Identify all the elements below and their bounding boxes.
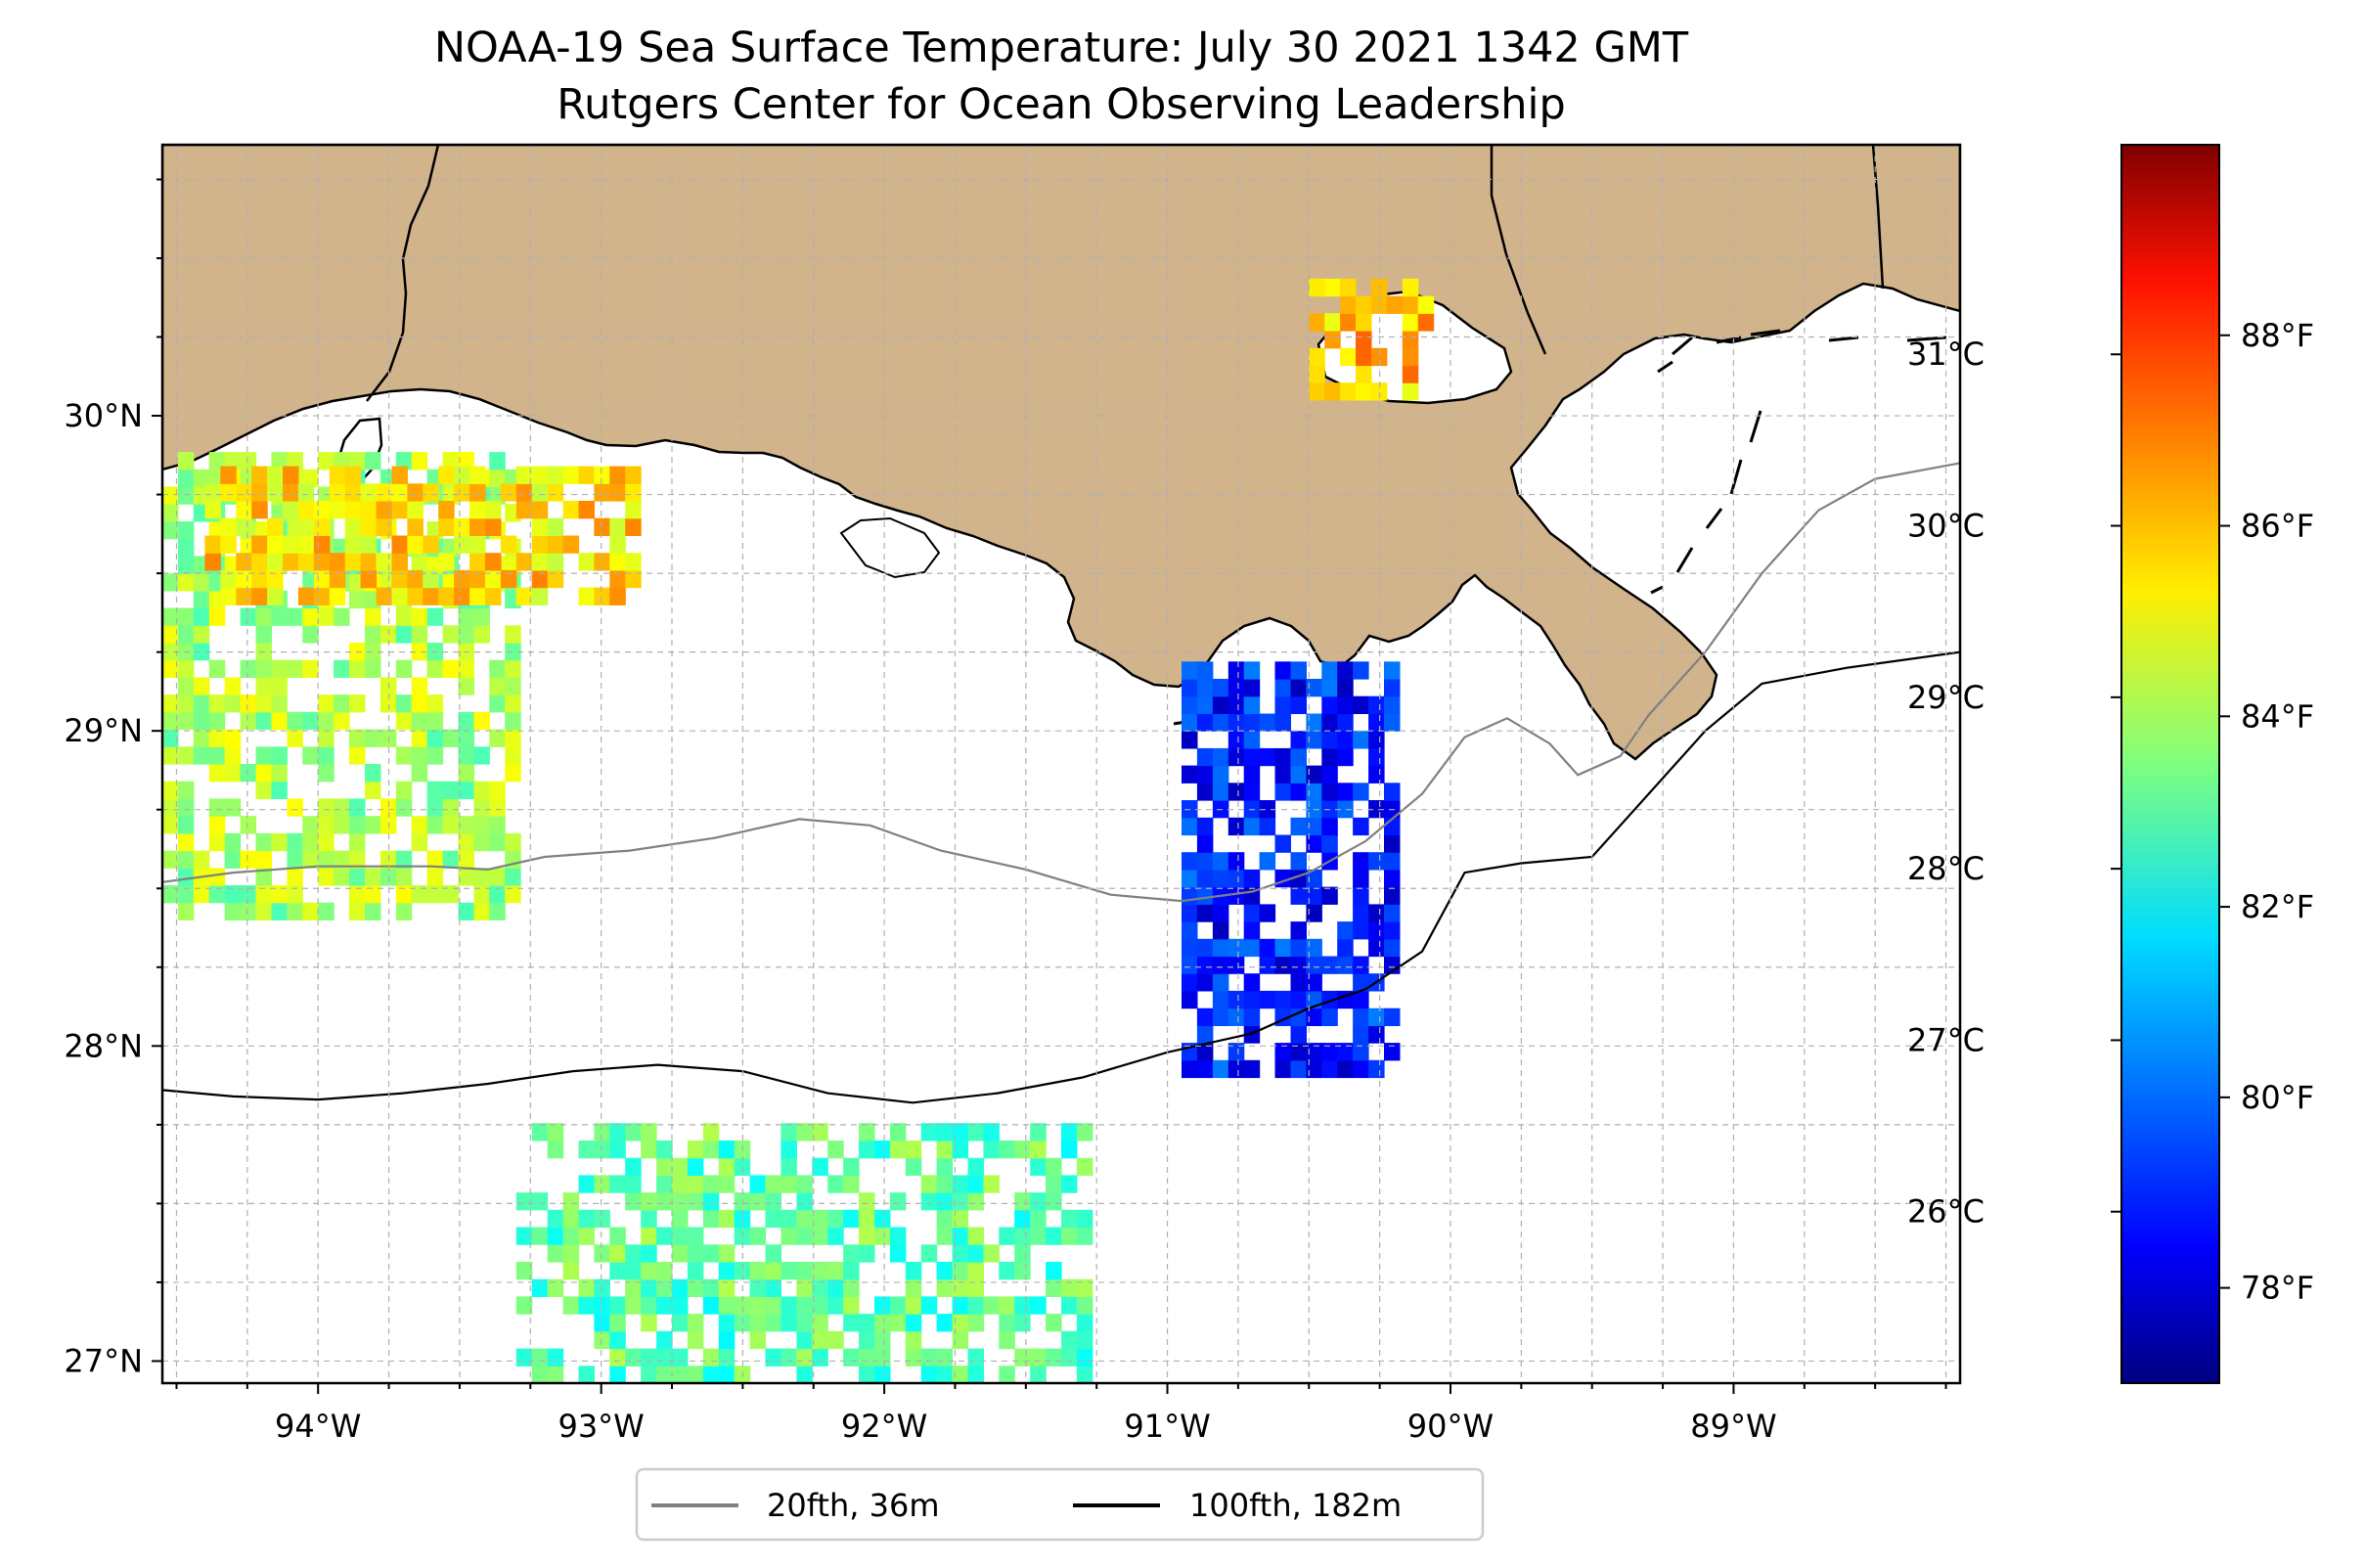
colorbar-c-label: 27°C	[1907, 1021, 1985, 1058]
map-axes: 94°W 93°W 92°W 91°W 90°W 89°W 27°N 28°N 29°N 30°N	[64, 178, 1947, 1445]
colorbar-c-label: 26°C	[1907, 1193, 1985, 1231]
colorbar-f-label: 78°F	[2241, 1270, 2314, 1307]
y-tick-label: 28°N	[64, 1027, 143, 1064]
y-tick-label: 30°N	[64, 397, 143, 434]
sst-patch-2	[515, 1123, 1093, 1383]
colorbar-c-label: 29°C	[1907, 679, 1985, 716]
legend-box	[635, 1467, 1485, 1542]
legend: 20fth, 36m 100fth, 182m	[635, 1467, 1485, 1542]
legend-label-20fth: 20fth, 36m	[767, 1487, 939, 1524]
y-tick-label: 27°N	[64, 1342, 143, 1379]
map-frame	[160, 143, 1962, 1385]
delta-islands	[1173, 329, 1947, 726]
river-line	[1490, 145, 1547, 355]
colorbar-c-label: 31°C	[1907, 336, 1985, 373]
colorbar-f-label: 86°F	[2241, 508, 2314, 545]
colorbar-c-label: 28°C	[1907, 850, 1985, 887]
colorbar-gradient	[2120, 144, 2220, 1384]
map-title: NOAA-19 Sea Surface Temperature: July 30…	[434, 23, 1689, 72]
map-area	[160, 143, 1962, 1385]
state-border	[366, 145, 440, 402]
colorbar-f-label: 82°F	[2241, 888, 2314, 925]
x-tick-label: 90°W	[1407, 1408, 1494, 1445]
x-tick-label: 94°W	[275, 1408, 361, 1445]
x-tick-label: 92°W	[841, 1408, 927, 1445]
y-tick-label: 29°N	[64, 712, 143, 749]
legend-label-100fth: 100fth, 182m	[1189, 1487, 1402, 1524]
x-tick-label: 91°W	[1124, 1408, 1210, 1445]
colorbar-f-label: 88°F	[2241, 317, 2314, 354]
sst-patch-4	[1309, 278, 1435, 401]
x-tick-label: 89°W	[1690, 1408, 1776, 1445]
isobath-0	[162, 462, 1960, 903]
sst-patch-1	[204, 466, 642, 605]
colorbar-f-label: 80°F	[2241, 1079, 2314, 1116]
colorbar: 78°F 80°F 82°F 84°F 86°F 88°F 26°C 27°C 28°C 29°C…	[1907, 144, 2314, 1384]
colorbar-c-label: 30°C	[1907, 508, 1985, 545]
colorbar-ticks: 78°F 80°F 82°F 84°F 86°F 88°F 26°C 27°C 28°C 29°C…	[1907, 317, 2314, 1307]
map-subtitle: Rutgers Center for Ocean Observing Leade…	[557, 80, 1566, 129]
gridlines	[162, 145, 1960, 1383]
colorbar-f-label: 84°F	[2241, 697, 2314, 735]
state-border-east	[1871, 145, 1885, 290]
lake-white	[839, 516, 941, 579]
x-tick-label: 93°W	[558, 1408, 644, 1445]
